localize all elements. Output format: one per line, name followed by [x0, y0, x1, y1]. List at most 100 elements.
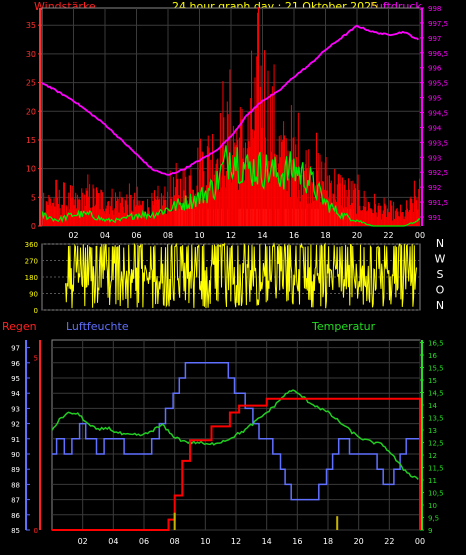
- pressure-y-tick-label: 995: [428, 95, 441, 103]
- humidity-y-tick-label: 86: [11, 512, 20, 520]
- rain-y-tick-label: 5: [34, 354, 38, 362]
- wind-x-tick-label: 08: [163, 231, 173, 240]
- direction-y-tick-label: 180: [25, 274, 38, 282]
- humidity-y-tick-label: 88: [11, 481, 20, 489]
- temperature-y-tick-label: 11,5: [428, 465, 444, 473]
- temperature-y-tick-label: 15,5: [428, 365, 444, 373]
- climate-x-tick-label: 18: [323, 537, 333, 546]
- wind-y-tick-label: 30: [26, 50, 36, 59]
- pressure-y-tick-label: 992: [428, 184, 441, 192]
- temperature-y-tick-label: 16,5: [428, 340, 444, 348]
- temperature-line: [51, 389, 419, 480]
- climate-x-tick-label: 22: [384, 537, 394, 546]
- climate-x-tick-label: 12: [231, 537, 241, 546]
- pressure-y-tick-label: 993,5: [428, 139, 448, 147]
- wind-y-tick-label: 5: [31, 193, 36, 202]
- pressure-y-tick-label: 996,5: [428, 50, 448, 58]
- wind-y-tick-label: 15: [26, 136, 36, 145]
- humidity-y-tick-label: 91: [11, 436, 20, 444]
- temperature-y-tick-label: 12,5: [428, 440, 444, 448]
- direction-y-tick-label: 270: [25, 258, 38, 266]
- wind-x-tick-label: 06: [131, 231, 141, 240]
- pressure-y-tick-label: 994: [428, 124, 442, 132]
- wind-direction-line: [65, 242, 417, 309]
- wind-x-tick-label: 04: [100, 231, 110, 240]
- temperature-y-tick-label: 14: [428, 402, 437, 410]
- pressure-y-tick-label: 991,5: [428, 199, 448, 207]
- climate-x-tick-label: 08: [170, 537, 180, 546]
- temperature-y-tick-label: 15: [428, 377, 437, 385]
- rain-y-tick-label: 0: [34, 527, 38, 535]
- humidity-y-tick-label: 97: [11, 345, 20, 353]
- pressure-y-tick-label: 992,5: [428, 169, 448, 177]
- pressure-y-tick-label: 994,5: [428, 110, 448, 118]
- wind-x-tick-label: 12: [226, 231, 236, 240]
- pressure-y-tick-label: 997,5: [428, 20, 448, 28]
- gust-bars: [42, 7, 421, 226]
- climate-x-tick-label: 10: [200, 537, 210, 546]
- temperature-y-tick-label: 11: [428, 477, 437, 485]
- climate-x-tick-label: 16: [292, 537, 302, 546]
- pressure-y-tick-label: 996: [428, 65, 442, 73]
- climate-x-tick-label: 20: [354, 537, 364, 546]
- pressure-y-tick-label: 991: [428, 214, 441, 222]
- humidity-y-tick-label: 92: [11, 421, 20, 429]
- climate-x-tick-label: 02: [78, 537, 88, 546]
- humidity-title: Luftfeuchte: [66, 320, 129, 333]
- wind-x-tick-label: 02: [68, 231, 78, 240]
- pressure-y-tick-label: 993: [428, 154, 441, 162]
- direction-letter: N: [436, 299, 444, 312]
- climate-x-tick-label: 00: [415, 537, 425, 546]
- humidity-y-tick-label: 93: [11, 405, 20, 413]
- direction-letter: N: [436, 237, 444, 250]
- wind-x-tick-label: 14: [257, 231, 267, 240]
- temperature-y-tick-label: 14,5: [428, 390, 444, 398]
- wind-y-tick-label: 35: [26, 21, 36, 30]
- wind-x-tick-label: 18: [320, 231, 330, 240]
- climate-x-tick-label: 04: [108, 537, 118, 546]
- direction-y-tick-label: 0: [34, 307, 38, 315]
- wind-y-tick-label: 10: [26, 165, 36, 174]
- humidity-line: [52, 362, 420, 501]
- temperature-title: Temperatur: [312, 320, 376, 333]
- rain-bar: [336, 516, 339, 530]
- wind-x-tick-label: 22: [383, 231, 393, 240]
- climate-x-tick-label: 06: [139, 537, 149, 546]
- temperature-y-tick-label: 10: [428, 502, 437, 510]
- wind-x-tick-label: 16: [289, 231, 299, 240]
- temperature-y-tick-label: 13: [428, 427, 437, 435]
- humidity-y-tick-label: 87: [11, 497, 20, 505]
- humidity-y-tick-label: 95: [11, 375, 20, 383]
- temperature-y-tick-label: 16: [428, 352, 437, 360]
- direction-letter: W: [435, 253, 446, 266]
- temperature-y-tick-label: 12: [428, 452, 437, 460]
- wind-x-tick-label: 00: [415, 231, 425, 240]
- wind-y-tick-label: 20: [26, 107, 36, 116]
- rain-accumulation-line: [52, 397, 421, 531]
- pressure-line: [41, 24, 419, 176]
- pressure-y-tick-label: 998: [428, 5, 441, 13]
- temperature-y-tick-label: 13,5: [428, 415, 444, 423]
- pressure-y-tick-label: 997: [428, 35, 441, 43]
- wind-x-tick-label: 10: [194, 231, 204, 240]
- climate-x-tick-label: 14: [262, 537, 272, 546]
- pressure-y-tick-label: 995,5: [428, 80, 448, 88]
- humidity-y-tick-label: 94: [11, 390, 20, 398]
- humidity-y-tick-label: 89: [11, 466, 20, 474]
- direction-letter: S: [437, 268, 444, 281]
- wind-x-tick-label: 20: [352, 231, 362, 240]
- direction-letter: O: [436, 284, 445, 297]
- temperature-y-tick-label: 9,5: [428, 515, 439, 523]
- direction-y-tick-label: 360: [25, 241, 38, 249]
- rain-bar: [173, 512, 176, 530]
- temperature-y-tick-label: 10,5: [428, 490, 444, 498]
- humidity-y-tick-label: 85: [11, 527, 20, 535]
- temperature-y-tick-label: 9: [428, 527, 432, 535]
- direction-y-tick-label: 90: [29, 291, 38, 299]
- humidity-y-tick-label: 90: [11, 451, 20, 459]
- rain-title: Regen: [2, 320, 37, 333]
- wind-y-tick-label: 25: [26, 79, 36, 88]
- wind-y-tick-label: 0: [31, 222, 36, 231]
